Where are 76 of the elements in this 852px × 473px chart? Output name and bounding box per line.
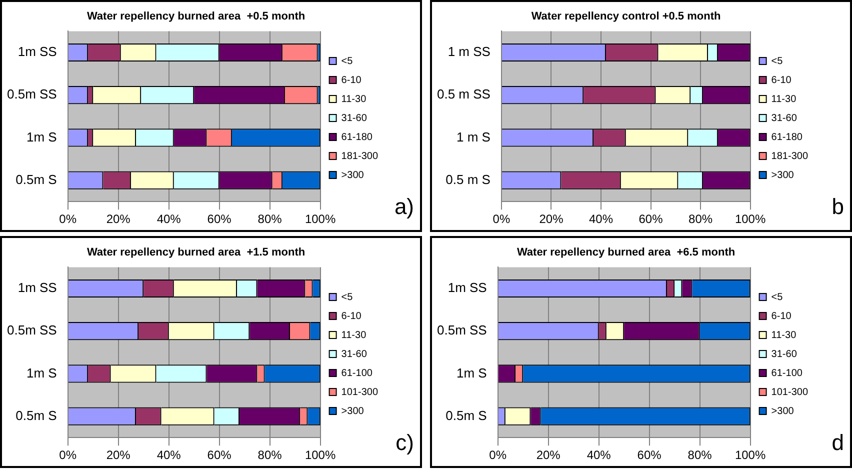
y-tick-label: 1 m SS (448, 44, 491, 60)
x-tick-label: 0% (489, 448, 507, 462)
x-tick-label: 60% (637, 448, 662, 462)
legend-label: 61-100 (771, 368, 803, 379)
x-tick-label: 20% (106, 448, 131, 462)
x-tick-label: 60% (207, 212, 232, 226)
x-tick-label: 80% (688, 212, 713, 226)
x-tick-label: 0% (59, 212, 77, 226)
chart-title: Water repellency burned area +6.5 month (516, 246, 736, 259)
legend-label: 61-100 (341, 368, 373, 379)
legend-label: 11-30 (771, 330, 797, 341)
y-tick-label: 0.5 m S (446, 172, 491, 187)
chart-title: Water repellency burned area +1.5 month (86, 246, 306, 259)
y-tick-label: 0.5m S (16, 172, 58, 187)
y-tick-label: 1m S (26, 365, 58, 380)
legend-label: 101-300 (341, 386, 378, 398)
legend-label: 181-300 (771, 150, 808, 162)
x-tick-label: 80% (688, 448, 712, 462)
legend-label: 11-30 (341, 94, 367, 105)
text: b (832, 194, 844, 219)
legend-label: 61-180 (341, 132, 373, 143)
x-tick-label: 60% (207, 448, 232, 462)
y-tick-label: 0.5 m SS (437, 86, 491, 102)
legend-label: 6-10 (341, 74, 362, 86)
legend-label: 31-60 (771, 348, 798, 360)
legend-label: >300 (771, 170, 794, 181)
legend-label: 101-300 (771, 386, 808, 398)
legend-label: 11-30 (771, 94, 797, 105)
y-tick-label: 1 m S (456, 129, 491, 144)
x-tick-label: 100% (734, 448, 766, 462)
legend-label: 31-60 (341, 348, 368, 360)
x-tick-label: 60% (638, 212, 664, 226)
x-tick-label: 100% (734, 212, 766, 226)
legend-label: <5 (341, 292, 354, 303)
legend-label: >300 (771, 406, 794, 417)
x-tick-label: 0% (492, 212, 510, 226)
legend-label: 31-60 (341, 112, 368, 124)
x-tick-label: 80% (258, 448, 282, 462)
legend-label: 11-30 (341, 330, 367, 341)
x-tick-label: 20% (536, 448, 561, 462)
legend-label: 181-300 (341, 150, 378, 162)
y-tick-label: 0.5m S (446, 408, 488, 423)
legend-label: >300 (341, 406, 364, 417)
x-tick-label: 20% (539, 212, 564, 226)
legend-label: <5 (341, 56, 354, 67)
legend-label: 6-10 (341, 310, 362, 322)
y-tick-label: 1m SS (18, 280, 58, 296)
legend-label: 6-10 (771, 310, 792, 322)
legend-label: <5 (771, 292, 784, 303)
y-tick-label: 0.5m SS (6, 322, 58, 338)
legend-label: 6-10 (771, 74, 792, 86)
chart-title: Water repellency control +0.5 month (531, 10, 721, 23)
legend-label: 31-60 (771, 112, 798, 124)
x-tick-label: 40% (588, 212, 614, 226)
text: d (832, 430, 844, 455)
x-tick-label: 80% (258, 212, 282, 226)
x-tick-label: 100% (304, 212, 336, 226)
text: c) (396, 430, 414, 455)
x-tick-label: 20% (106, 212, 131, 226)
chart-title: Water repellency burned area +0.5 month (86, 10, 306, 23)
x-tick-label: 40% (586, 448, 612, 462)
x-tick-label: 0% (59, 448, 77, 462)
y-tick-label: 1m S (26, 129, 58, 144)
legend-label: >300 (341, 170, 364, 181)
y-tick-label: 1m SS (448, 280, 488, 296)
x-tick-label: 40% (156, 212, 182, 226)
legend-label: 61-180 (771, 132, 803, 143)
x-tick-label: 40% (156, 448, 182, 462)
y-tick-label: 0.5m SS (436, 322, 488, 338)
text: a) (394, 194, 414, 219)
y-tick-label: 0.5m S (16, 408, 58, 423)
y-tick-label: 1m SS (18, 44, 58, 60)
x-tick-label: 100% (304, 448, 336, 462)
legend-label: <5 (771, 56, 784, 67)
y-tick-label: 0.5m SS (6, 86, 58, 102)
y-tick-label: 1m S (456, 365, 488, 380)
